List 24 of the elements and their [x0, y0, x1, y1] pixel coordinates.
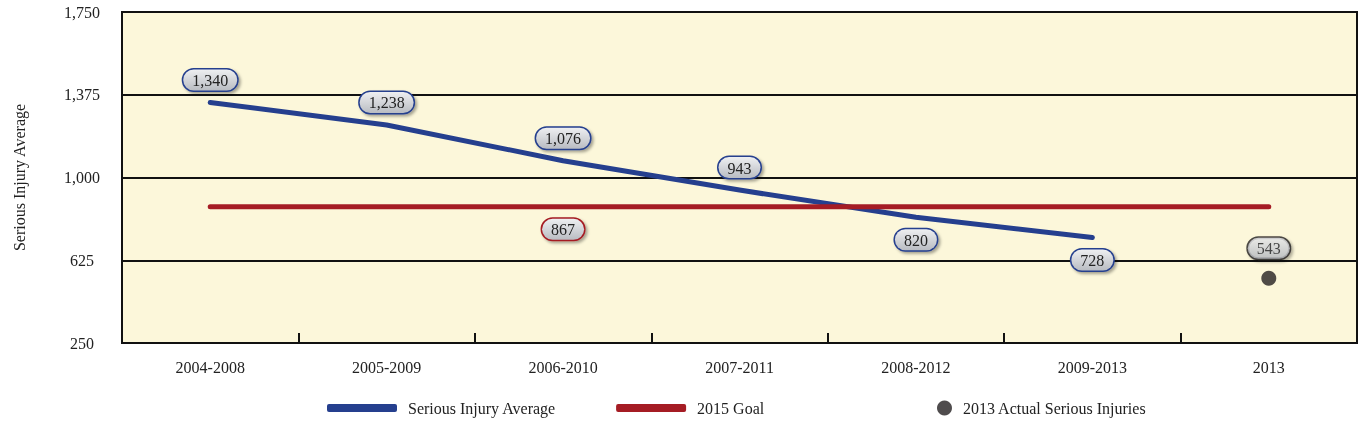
y-axis-title: Serious Injury Average [10, 103, 29, 252]
legend-label: 2013 Actual Serious Injuries [963, 399, 1146, 418]
x-tick-label: 2009-2013 [1057, 358, 1128, 376]
x-tick-label: 2007-2011 [705, 358, 774, 376]
x-tick-label: 2004-2008 [175, 358, 245, 376]
y-tick-label: 625 [70, 251, 94, 269]
data-label: 1,076 [545, 130, 582, 148]
data-label: 728 [1080, 252, 1105, 270]
x-tick-label: 2006-2010 [528, 358, 598, 376]
data-label: 820 [903, 231, 928, 249]
y-tick-label: 1,750 [64, 3, 100, 21]
data-label: 867 [551, 221, 576, 239]
y-tick-label: 250 [70, 334, 94, 352]
data-label: 1,340 [192, 71, 229, 89]
y-tick-label: 1,375 [64, 86, 100, 104]
legend-label: 2015 Goal [697, 399, 765, 417]
y-tick-label: 1,000 [64, 169, 100, 186]
data-label: 543 [1256, 240, 1281, 258]
x-tick-label: 2013 [1252, 358, 1285, 376]
x-tick-label: 2005-2009 [351, 358, 422, 376]
x-tick-label: 2008-2012 [881, 358, 951, 376]
data-label: 943 [727, 159, 752, 177]
data-label: 1,238 [368, 94, 405, 112]
legend-label: Serious Injury Average [408, 399, 556, 418]
